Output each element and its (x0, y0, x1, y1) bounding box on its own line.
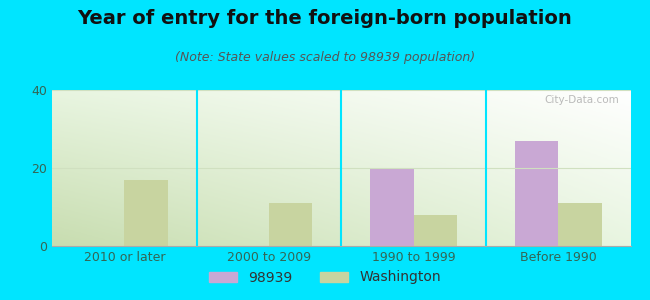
Bar (515, 141, 558, 246)
Text: City-Data.com: City-Data.com (544, 95, 619, 105)
Bar (413, 215, 457, 246)
Text: (Note: State values scaled to 98939 population): (Note: State values scaled to 98939 popu… (175, 51, 475, 64)
Bar (269, 203, 312, 246)
Bar (370, 168, 413, 246)
Bar (124, 180, 168, 246)
Bar (558, 203, 601, 246)
Text: Year of entry for the foreign-born population: Year of entry for the foreign-born popul… (77, 9, 573, 28)
Legend: 98939, Washington: 98939, Washington (203, 265, 447, 290)
